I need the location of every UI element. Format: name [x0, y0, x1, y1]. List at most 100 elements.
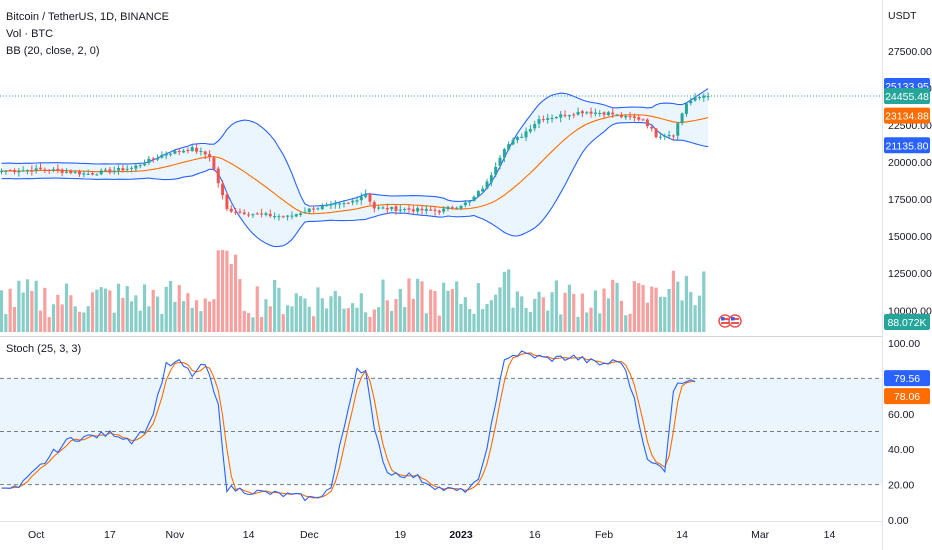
candle[interactable]: [303, 207, 307, 214]
candle[interactable]: [208, 150, 212, 162]
candle[interactable]: [281, 215, 285, 218]
volume-indicator-label[interactable]: Vol · BTC: [6, 28, 53, 40]
candle[interactable]: [572, 112, 576, 119]
candle[interactable]: [4, 170, 8, 175]
candle[interactable]: [173, 148, 177, 155]
candle[interactable]: [602, 111, 606, 119]
candle[interactable]: [13, 168, 17, 175]
candle[interactable]: [520, 133, 524, 139]
candle[interactable]: [554, 116, 558, 120]
candle[interactable]: [619, 112, 623, 119]
candle[interactable]: [355, 196, 359, 205]
candle[interactable]: [550, 114, 554, 123]
candle[interactable]: [160, 151, 164, 159]
candle[interactable]: [476, 189, 480, 198]
candle[interactable]: [251, 213, 255, 218]
candle[interactable]: [576, 107, 580, 116]
candle[interactable]: [585, 111, 589, 115]
candle[interactable]: [515, 135, 519, 144]
candle[interactable]: [507, 141, 511, 152]
candle[interactable]: [65, 168, 69, 174]
candle[interactable]: [0, 168, 3, 175]
us-event-flag-icon[interactable]: [718, 314, 732, 328]
candle[interactable]: [121, 164, 125, 173]
stoch-pane[interactable]: [0, 350, 882, 502]
candle[interactable]: [216, 166, 220, 188]
candle[interactable]: [151, 156, 155, 163]
candle[interactable]: [489, 172, 493, 187]
candle[interactable]: [125, 165, 129, 173]
candle[interactable]: [333, 200, 337, 209]
candle[interactable]: [299, 212, 303, 217]
candle[interactable]: [632, 113, 636, 122]
candle[interactable]: [320, 203, 324, 211]
us-event-flag-icon[interactable]: [728, 314, 742, 328]
candle[interactable]: [511, 137, 515, 146]
candle[interactable]: [342, 199, 346, 208]
bollinger-indicator-label[interactable]: BB (20, close, 2, 0): [6, 45, 100, 57]
candle[interactable]: [450, 205, 454, 210]
candle[interactable]: [563, 110, 567, 118]
candle[interactable]: [394, 204, 398, 215]
candle[interactable]: [30, 165, 34, 176]
candle[interactable]: [264, 211, 268, 217]
candle[interactable]: [195, 144, 199, 154]
candle[interactable]: [229, 204, 233, 213]
candle[interactable]: [26, 169, 30, 175]
candle[interactable]: [286, 214, 290, 221]
candle[interactable]: [637, 115, 641, 122]
candle[interactable]: [316, 207, 320, 211]
candle[interactable]: [190, 144, 194, 152]
candle[interactable]: [485, 178, 489, 190]
candle[interactable]: [112, 166, 116, 175]
candle[interactable]: [39, 163, 43, 170]
candle[interactable]: [8, 169, 12, 172]
candle[interactable]: [91, 171, 95, 176]
candle[interactable]: [255, 212, 259, 215]
candle[interactable]: [528, 124, 532, 134]
candle[interactable]: [702, 93, 706, 102]
candle[interactable]: [325, 202, 329, 207]
candle[interactable]: [645, 118, 649, 129]
candle[interactable]: [104, 167, 108, 172]
candle[interactable]: [277, 213, 281, 221]
candle[interactable]: [390, 206, 394, 212]
candle[interactable]: [78, 169, 82, 178]
candle[interactable]: [273, 212, 277, 220]
candle[interactable]: [498, 155, 502, 170]
candle[interactable]: [671, 134, 675, 141]
candle[interactable]: [372, 200, 376, 213]
candle[interactable]: [143, 159, 147, 167]
candle[interactable]: [472, 195, 476, 202]
candle[interactable]: [290, 211, 294, 220]
candle[interactable]: [364, 189, 368, 199]
candle[interactable]: [52, 167, 56, 173]
candle[interactable]: [559, 111, 563, 123]
candle[interactable]: [82, 170, 86, 178]
candle[interactable]: [156, 154, 160, 162]
candle[interactable]: [684, 102, 688, 117]
candle[interactable]: [338, 201, 342, 209]
candle[interactable]: [234, 207, 238, 216]
candle[interactable]: [494, 162, 498, 178]
candle[interactable]: [533, 120, 537, 132]
candle[interactable]: [706, 92, 710, 101]
candle[interactable]: [433, 205, 437, 216]
candle[interactable]: [242, 209, 246, 216]
candle[interactable]: [667, 130, 671, 138]
candle[interactable]: [502, 147, 506, 162]
candle[interactable]: [650, 125, 654, 132]
candle[interactable]: [130, 166, 134, 173]
candle[interactable]: [177, 148, 181, 156]
candle[interactable]: [381, 205, 385, 210]
candle[interactable]: [21, 166, 25, 172]
candle[interactable]: [420, 205, 424, 215]
candle[interactable]: [225, 192, 229, 212]
candle[interactable]: [351, 198, 355, 206]
candle[interactable]: [238, 208, 242, 214]
candle[interactable]: [567, 114, 571, 121]
candle[interactable]: [346, 202, 350, 205]
candle[interactable]: [697, 95, 701, 101]
candle[interactable]: [17, 168, 21, 177]
candle[interactable]: [247, 211, 251, 218]
